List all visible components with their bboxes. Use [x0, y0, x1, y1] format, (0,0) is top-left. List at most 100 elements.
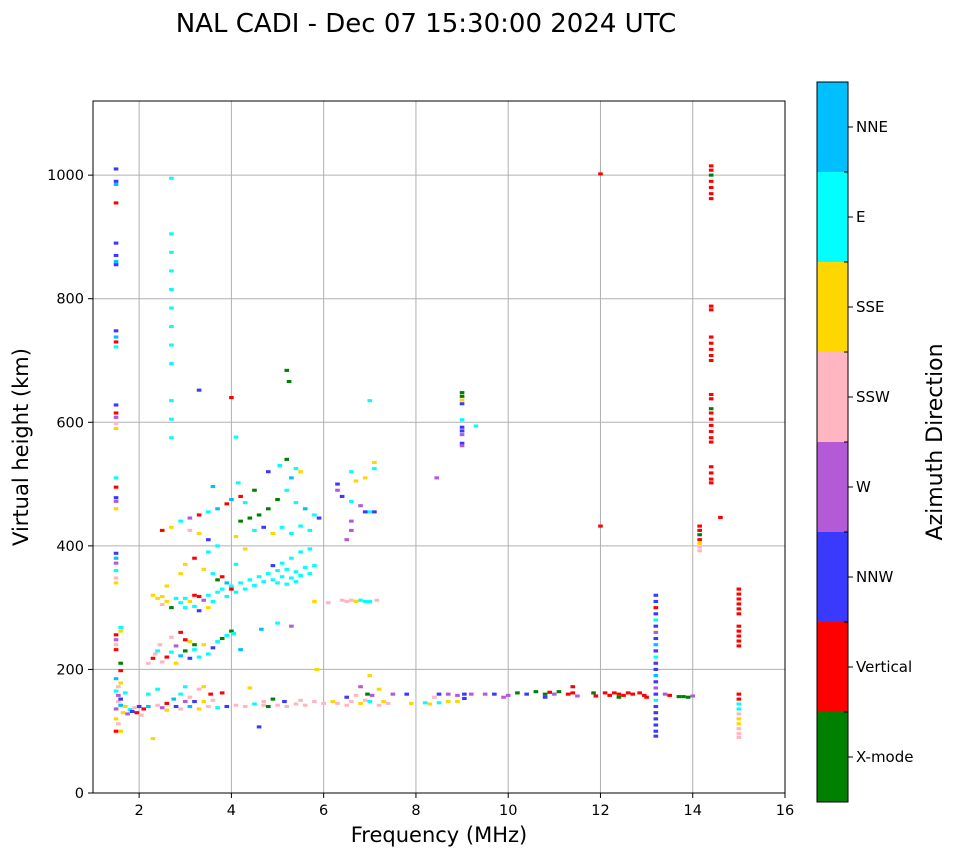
data-point	[120, 711, 126, 715]
data-point	[113, 182, 119, 186]
data-point	[210, 599, 216, 604]
data-point	[284, 582, 290, 586]
data-point	[736, 602, 742, 606]
data-point	[565, 692, 571, 696]
data-point	[164, 655, 170, 659]
data-point	[173, 596, 179, 600]
data-point	[113, 496, 119, 500]
data-point	[238, 519, 243, 523]
data-point	[365, 692, 370, 696]
data-point	[169, 269, 174, 273]
data-point	[708, 358, 714, 363]
data-point	[376, 703, 382, 707]
data-point	[349, 598, 354, 602]
data-point	[215, 507, 220, 511]
colorbar-segment	[817, 172, 848, 262]
data-point	[164, 599, 170, 604]
data-point	[708, 411, 714, 415]
data-point	[275, 621, 280, 625]
data-point	[432, 695, 437, 699]
data-point	[210, 572, 216, 576]
data-point	[358, 504, 363, 508]
data-point	[289, 476, 294, 480]
data-point	[122, 704, 128, 709]
data-point	[653, 661, 659, 665]
data-point	[339, 598, 345, 602]
data-point	[667, 693, 672, 697]
data-point	[224, 581, 230, 585]
data-point	[127, 708, 133, 712]
data-point	[542, 695, 548, 699]
data-point	[136, 704, 142, 709]
data-point	[182, 638, 188, 642]
data-point	[187, 704, 193, 709]
data-point	[653, 636, 659, 641]
data-point	[736, 624, 742, 628]
data-point	[293, 580, 299, 584]
data-point	[113, 729, 119, 733]
data-point	[196, 388, 202, 392]
data-point	[708, 308, 714, 312]
data-point	[353, 479, 359, 483]
colorbar-label: X-mode	[856, 748, 913, 766]
data-point	[159, 528, 165, 532]
data-point	[266, 704, 271, 709]
data-point	[164, 708, 170, 712]
data-point	[298, 470, 303, 474]
data-point	[146, 704, 151, 709]
data-point	[201, 700, 207, 704]
data-point	[344, 703, 350, 707]
data-point	[247, 578, 253, 582]
data-point	[492, 692, 497, 696]
data-point	[224, 704, 230, 709]
data-point	[344, 695, 350, 699]
data-point	[182, 649, 188, 653]
data-point	[113, 485, 119, 489]
data-point	[644, 695, 649, 699]
data-point	[201, 598, 207, 602]
data-point	[266, 507, 271, 511]
data-point	[736, 644, 742, 648]
data-point	[113, 335, 119, 339]
data-point	[736, 592, 742, 596]
data-point	[169, 606, 174, 610]
data-point	[598, 172, 603, 176]
data-point	[302, 565, 308, 570]
data-point	[266, 470, 271, 474]
data-point	[653, 686, 659, 690]
data-point	[367, 399, 373, 403]
data-point	[206, 652, 211, 656]
data-point	[206, 606, 211, 610]
data-point	[662, 692, 668, 696]
data-point	[653, 729, 659, 733]
data-point	[708, 397, 714, 401]
data-point	[192, 643, 197, 647]
data-point	[653, 723, 659, 727]
data-point	[542, 692, 548, 696]
data-point	[113, 167, 119, 171]
data-point	[113, 345, 119, 349]
data-point	[736, 692, 742, 696]
data-point	[653, 698, 659, 702]
data-point	[238, 581, 243, 585]
data-point	[192, 556, 197, 560]
colorbar-title: Azimuth Direction	[923, 343, 948, 540]
data-point	[233, 703, 239, 707]
data-point	[362, 476, 368, 480]
data-point	[150, 656, 156, 660]
data-point	[459, 425, 465, 429]
data-point	[113, 576, 119, 580]
x-tick-label: 8	[411, 803, 420, 819]
data-point	[708, 173, 714, 177]
y-tick-label: 0	[75, 786, 84, 802]
data-point	[215, 590, 220, 594]
data-point	[284, 704, 290, 709]
data-point	[434, 476, 439, 480]
data-point	[238, 494, 243, 498]
data-point	[524, 692, 529, 696]
data-point	[286, 379, 292, 384]
data-point	[233, 590, 239, 594]
data-point	[122, 691, 128, 695]
data-point	[242, 587, 248, 591]
data-point	[708, 168, 714, 172]
